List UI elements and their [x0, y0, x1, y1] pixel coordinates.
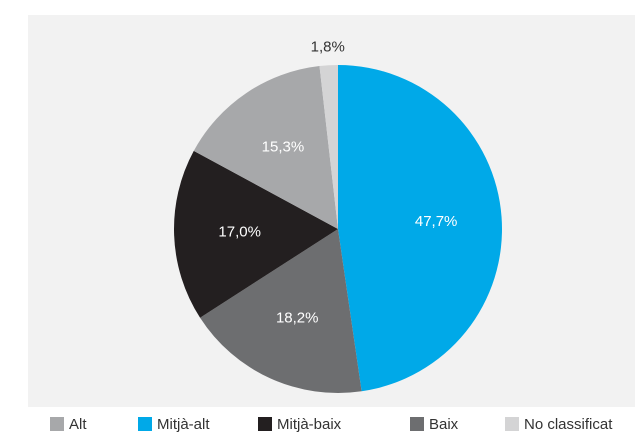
legend-swatch — [258, 417, 272, 431]
data-label: 17,0% — [218, 224, 261, 241]
data-label: 1,8% — [311, 38, 345, 55]
legend-label: Mitjà-alt — [157, 416, 210, 433]
legend-swatch — [138, 417, 152, 431]
pie-slice — [173, 150, 338, 318]
data-label: 15,3% — [262, 138, 305, 155]
pie-slice — [319, 65, 338, 229]
pie-slice — [200, 229, 362, 393]
legend-label: Alt — [69, 416, 87, 433]
legend-swatch — [50, 417, 64, 431]
pie-slice — [193, 66, 338, 229]
legend-label: Baix — [429, 416, 459, 433]
data-label: 18,2% — [276, 310, 319, 327]
legend-swatch — [505, 417, 519, 431]
legend-swatch — [410, 417, 424, 431]
data-label: 47,7% — [415, 213, 458, 230]
legend-label: Mitjà-baix — [277, 416, 342, 433]
pie-slice — [338, 65, 503, 392]
legend-label: No classificat — [524, 416, 613, 433]
